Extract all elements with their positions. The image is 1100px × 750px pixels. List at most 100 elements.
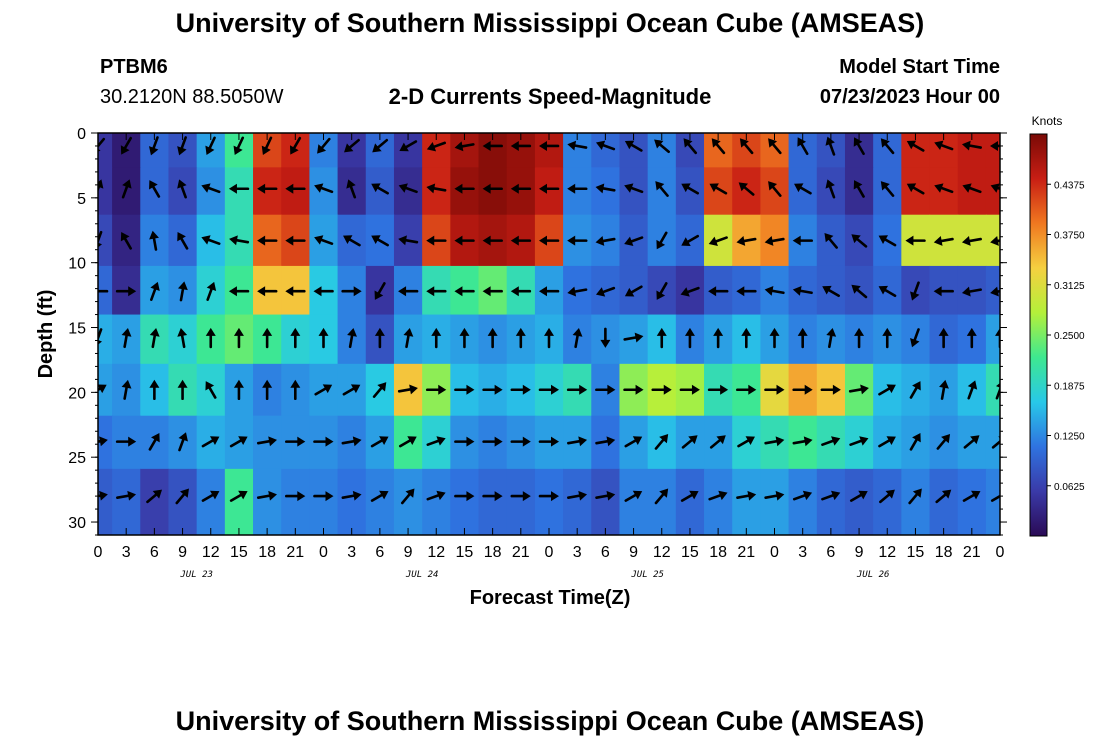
current-arrow bbox=[882, 327, 893, 349]
x-tick-label: 3 bbox=[347, 544, 356, 561]
current-arrow bbox=[794, 183, 812, 195]
heatmap-cell bbox=[619, 468, 649, 535]
current-arrow bbox=[121, 328, 132, 349]
x-tick-label: 3 bbox=[122, 544, 131, 561]
current-arrow bbox=[205, 327, 216, 349]
current-arrow bbox=[764, 436, 785, 447]
current-arrow bbox=[482, 235, 503, 246]
current-arrow bbox=[285, 436, 306, 447]
current-arrow bbox=[371, 183, 389, 195]
current-arrow bbox=[426, 490, 446, 501]
heatmap-cell bbox=[704, 167, 733, 216]
current-arrow bbox=[426, 436, 446, 447]
current-arrow bbox=[262, 327, 273, 349]
x-tick-label: 9 bbox=[404, 544, 413, 561]
colorbar-tick-label: 0.1875 bbox=[1054, 381, 1085, 392]
current-arrow bbox=[990, 140, 1000, 151]
current-arrow bbox=[567, 183, 588, 194]
current-arrow bbox=[454, 491, 475, 502]
x-tick-label: 21 bbox=[286, 544, 304, 561]
current-arrow bbox=[313, 436, 334, 447]
current-arrow bbox=[736, 490, 757, 501]
current-arrow bbox=[398, 235, 419, 246]
current-arrow bbox=[313, 491, 334, 502]
station-coordinates: 30.2120N 88.5050W bbox=[100, 86, 284, 108]
current-arrow bbox=[851, 234, 868, 248]
current-arrow bbox=[654, 488, 669, 505]
heatmap-cell bbox=[196, 167, 226, 216]
current-arrow bbox=[120, 231, 132, 250]
current-arrow bbox=[624, 285, 643, 297]
colorbar-tick-label: 0.3125 bbox=[1054, 281, 1085, 292]
current-arrow bbox=[681, 234, 700, 246]
current-arrow bbox=[482, 183, 503, 194]
current-arrow bbox=[768, 181, 782, 197]
heatmap-cell bbox=[506, 167, 536, 216]
x-tick-label: 21 bbox=[512, 544, 530, 561]
current-arrow bbox=[651, 384, 672, 395]
heatmap-cell bbox=[253, 468, 282, 535]
x-tick-label: 15 bbox=[230, 544, 248, 561]
current-arrow bbox=[820, 384, 841, 395]
current-arrow bbox=[178, 432, 188, 452]
current-arrow bbox=[600, 327, 611, 348]
heatmap-cell bbox=[563, 468, 592, 535]
day-label: JUL 24 bbox=[405, 570, 439, 580]
current-arrow bbox=[371, 235, 389, 247]
current-arrow bbox=[853, 137, 865, 156]
current-arrow bbox=[966, 327, 977, 349]
current-arrow bbox=[314, 235, 334, 246]
heatmap-cell bbox=[98, 468, 113, 535]
current-arrow bbox=[257, 286, 278, 297]
current-arrow bbox=[229, 490, 248, 502]
heatmap-cell bbox=[873, 468, 902, 535]
current-arrow bbox=[567, 436, 588, 447]
x-tick-label: 18 bbox=[709, 544, 727, 561]
heatmap-cell bbox=[365, 167, 395, 216]
current-arrow bbox=[98, 328, 103, 348]
current-arrow bbox=[938, 327, 949, 349]
current-arrow bbox=[990, 236, 1000, 246]
current-arrow bbox=[624, 236, 644, 247]
current-arrow bbox=[538, 491, 559, 502]
current-arrow bbox=[656, 282, 668, 300]
current-arrow bbox=[370, 436, 389, 448]
current-arrow bbox=[764, 384, 785, 395]
current-arrow bbox=[515, 327, 526, 349]
current-arrow bbox=[708, 286, 729, 297]
current-arrow bbox=[426, 286, 447, 297]
current-arrow bbox=[849, 436, 869, 447]
current-arrow bbox=[848, 384, 869, 395]
current-arrow bbox=[995, 380, 1000, 400]
heatmap-cell bbox=[534, 468, 564, 535]
current-arrow bbox=[539, 286, 560, 297]
y-tick-label: 20 bbox=[68, 385, 86, 402]
heatmap-cell bbox=[450, 468, 480, 535]
heatmap-cell bbox=[760, 468, 790, 535]
current-arrow bbox=[906, 183, 925, 195]
current-arrow bbox=[933, 236, 954, 246]
y-tick-label: 0 bbox=[77, 126, 86, 143]
current-arrow bbox=[595, 384, 616, 395]
heatmap-cell bbox=[816, 468, 846, 535]
colorbar-tick-label: 0.3750 bbox=[1054, 231, 1085, 242]
x-tick-label: 0 bbox=[545, 544, 554, 561]
current-arrow bbox=[595, 140, 616, 151]
current-arrow bbox=[878, 436, 896, 448]
current-arrow bbox=[825, 136, 836, 156]
current-arrow bbox=[681, 183, 700, 195]
current-arrow bbox=[824, 232, 838, 249]
current-arrow bbox=[655, 181, 669, 197]
current-arrow bbox=[567, 235, 588, 246]
current-arrow bbox=[482, 140, 503, 151]
current-arrow bbox=[910, 328, 920, 348]
current-arrow bbox=[177, 231, 189, 250]
current-arrow bbox=[397, 384, 418, 395]
heatmap-cell bbox=[140, 468, 170, 535]
current-arrow bbox=[769, 327, 780, 349]
current-arrow bbox=[426, 235, 447, 246]
heatmap-cell bbox=[591, 167, 621, 216]
current-arrow bbox=[177, 136, 187, 156]
current-arrow bbox=[934, 140, 954, 151]
current-arrow bbox=[177, 281, 188, 302]
